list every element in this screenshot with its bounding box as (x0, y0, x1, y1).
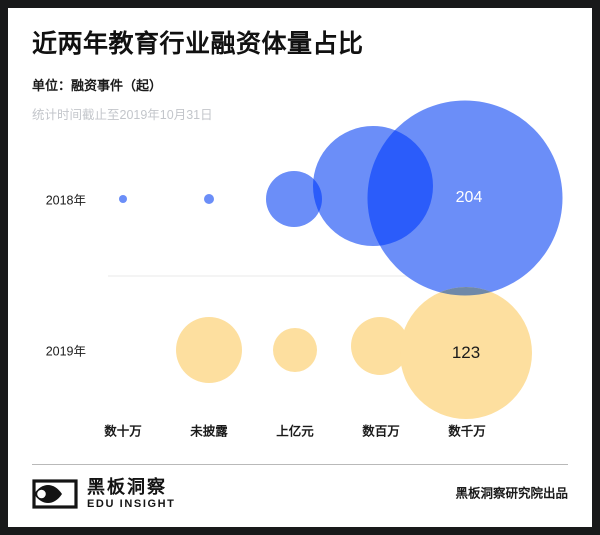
bubble-2018-2 (266, 171, 322, 227)
category-label-2: 上亿元 (276, 424, 314, 439)
row-label-2018: 2018年 (45, 193, 86, 208)
bubble-2018-1 (204, 194, 214, 204)
bubble-2019-2 (351, 317, 409, 375)
bubble-2018-0 (119, 195, 127, 203)
bubble-2018-3 (313, 126, 433, 246)
row-label-2019: 2019年 (45, 344, 86, 359)
bubble-value-2018-4: 204 (455, 189, 483, 206)
series-2018 (119, 100, 563, 296)
as-of-label: 统计时间截止至2019年10月31日 (32, 108, 213, 122)
category-label-0: 数十万 (104, 424, 142, 439)
category-label-3: 数百万 (362, 424, 400, 439)
category-label-4: 数千万 (448, 424, 486, 439)
brand-logo: 黑板洞察 EDU INSIGHT (32, 478, 176, 510)
bubble-value-2019-3: 123 (451, 343, 481, 362)
bubble-2019-0 (176, 317, 242, 383)
unit-label: 单位：融资事件（起） (32, 78, 163, 93)
category-label-1: 未披露 (190, 424, 228, 439)
eye-logo-icon (32, 479, 78, 509)
brand-logo-text: 黑板洞察 EDU INSIGHT (87, 478, 176, 510)
page-title: 近两年教育行业融资体量占比 (32, 30, 364, 58)
bubble-overlap-blue-2-3 (313, 171, 322, 227)
brand-name-en: EDU INSIGHT (87, 498, 176, 510)
brand-name-cn: 黑板洞察 (87, 477, 167, 497)
credit-label: 黑板洞察研究院出品 (455, 486, 568, 501)
series-2018-overlaps (313, 126, 433, 246)
bubble-2019-1 (273, 328, 317, 372)
chart-card: 近两年教育行业融资体量占比 单位：融资事件（起） 统计时间截止至2019年10月… (8, 8, 592, 527)
footer-divider (32, 464, 568, 465)
